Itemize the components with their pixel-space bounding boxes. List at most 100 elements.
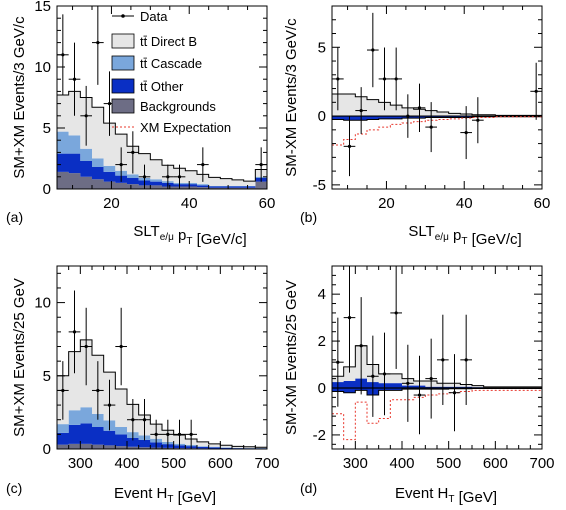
y-tick-label: 4 [318, 286, 326, 303]
x-axis-title: Event HT [GeV] [395, 485, 497, 506]
data-point [464, 358, 468, 362]
legend-label-cascade: tt̄ Cascade [140, 56, 202, 71]
data-point [119, 344, 123, 349]
legend-label-data: Data [140, 9, 168, 24]
x-tick-label: 60 [534, 195, 551, 212]
x-tick-label: 500 [161, 455, 186, 472]
x-tick-label: 600 [483, 455, 508, 472]
y-tick-label: 0 [318, 108, 326, 125]
stack-direct [57, 91, 267, 186]
data-point [177, 175, 182, 179]
y-tick-label: 0 [43, 181, 51, 198]
panel-letter: (d) [300, 480, 317, 496]
y-axis-title: SM-XM Events/3 GeV/c [283, 18, 300, 177]
legend-swatch-other [111, 78, 135, 94]
x-tick-label: 40 [181, 195, 198, 212]
legend-item-direct: tt̄ Direct B [111, 33, 197, 49]
data-point [259, 163, 263, 167]
data-point [382, 372, 387, 376]
stack-bkg [57, 443, 267, 449]
legend-item-data: Data [112, 9, 168, 24]
y-tick-label: 0 [43, 441, 51, 458]
data-point [394, 311, 398, 315]
data-point [107, 102, 112, 106]
data-point [189, 432, 193, 436]
panel-letter: (a) [6, 209, 23, 225]
x-tick-label: 400 [389, 455, 414, 472]
legend-swatch-cascade [111, 55, 135, 71]
x-tick-label: 20 [378, 195, 395, 212]
data-point [107, 403, 112, 407]
x-tick-label: 300 [343, 455, 368, 472]
stack-outline [57, 90, 267, 182]
plot-frame [331, 5, 543, 190]
stack-direct [332, 94, 542, 117]
data-point [347, 144, 352, 148]
legend-item-cascade: tt̄ Cascade [111, 55, 202, 71]
chart-panel-d: 300 400 500 600 700 -2 0 2 4 Event HT [GeV] SM-XM … [283, 265, 555, 506]
x-tick-label: 60 [259, 195, 276, 212]
y-tick-label: -5 [313, 177, 326, 194]
data-point [336, 360, 340, 364]
x-tick-label: 400 [114, 455, 139, 472]
x-axis-title: Event HT [GeV] [114, 485, 216, 506]
legend-label-other: tt̄ Other [140, 79, 184, 94]
data-point [142, 418, 147, 422]
data-point [371, 374, 375, 378]
y-tick-label: 2 [318, 333, 326, 350]
x-tick-label: 700 [529, 455, 554, 472]
y-tick-label: 5 [318, 39, 326, 56]
data-point [131, 418, 135, 422]
legend-swatch-direct [111, 33, 135, 49]
x-tick-label: 700 [254, 455, 279, 472]
legend-label-xm: XM Expectation [140, 120, 231, 135]
data-point [84, 114, 88, 118]
data-point [84, 344, 88, 349]
data-point [142, 175, 147, 179]
data-point [347, 316, 352, 320]
plot-area [57, 290, 267, 449]
stack-outline-negative [332, 116, 542, 121]
stack-other [57, 423, 267, 449]
x-tick-label: 300 [68, 455, 93, 472]
x-axis-title: SLTe/μ pT [GeV/c] [408, 223, 521, 248]
x-axis-title: SLTe/μ pT [GeV/c] [133, 223, 246, 248]
data-point [72, 77, 77, 81]
chart-panel-c: 300 400 500 600 700 0 5 10 Event HT [GeV] SM+XM E… [6, 265, 280, 506]
data-point [359, 344, 363, 348]
legend-label-direct: tt̄ Direct B [140, 34, 197, 49]
data-point [166, 432, 170, 436]
data-point [417, 106, 422, 110]
data-point [359, 108, 363, 113]
plot-frame [56, 5, 268, 190]
stack-bkg [57, 171, 267, 189]
data-point [441, 358, 445, 362]
data-point [201, 163, 205, 167]
y-axis-title: SM+XM Events/3 GeV/c [11, 16, 28, 179]
y-tick-label: 10 [34, 295, 51, 312]
data-point [154, 432, 158, 436]
xm-expectation-line [332, 116, 542, 146]
data-point [406, 381, 410, 385]
y-tick-label: 15 [34, 0, 51, 15]
data-point [429, 377, 433, 381]
data-point [382, 77, 387, 81]
data-point [177, 432, 182, 436]
data-point [72, 330, 77, 334]
data-point [61, 53, 65, 57]
data-point [452, 391, 457, 395]
chart-panel-b: 20 40 60 -5 0 5 SLTe/μ pT [GeV/c] SM-XM Events/… [283, 5, 551, 248]
y-tick-label: 0 [318, 380, 326, 397]
y-axis-title: SM-XM Events/25 GeV [283, 280, 300, 435]
x-tick-label: 40 [456, 195, 473, 212]
plot-area [332, 266, 542, 441]
data-point [534, 89, 538, 93]
legend: Data tt̄ Direct B tt̄ Cascade tt̄ Other Back… [111, 9, 231, 135]
panel-letter: (b) [300, 209, 317, 225]
y-tick-label: 5 [43, 368, 51, 385]
y-tick-label: -2 [313, 427, 326, 444]
data-point [96, 41, 100, 45]
data-point [429, 125, 433, 129]
data-point [166, 175, 170, 179]
